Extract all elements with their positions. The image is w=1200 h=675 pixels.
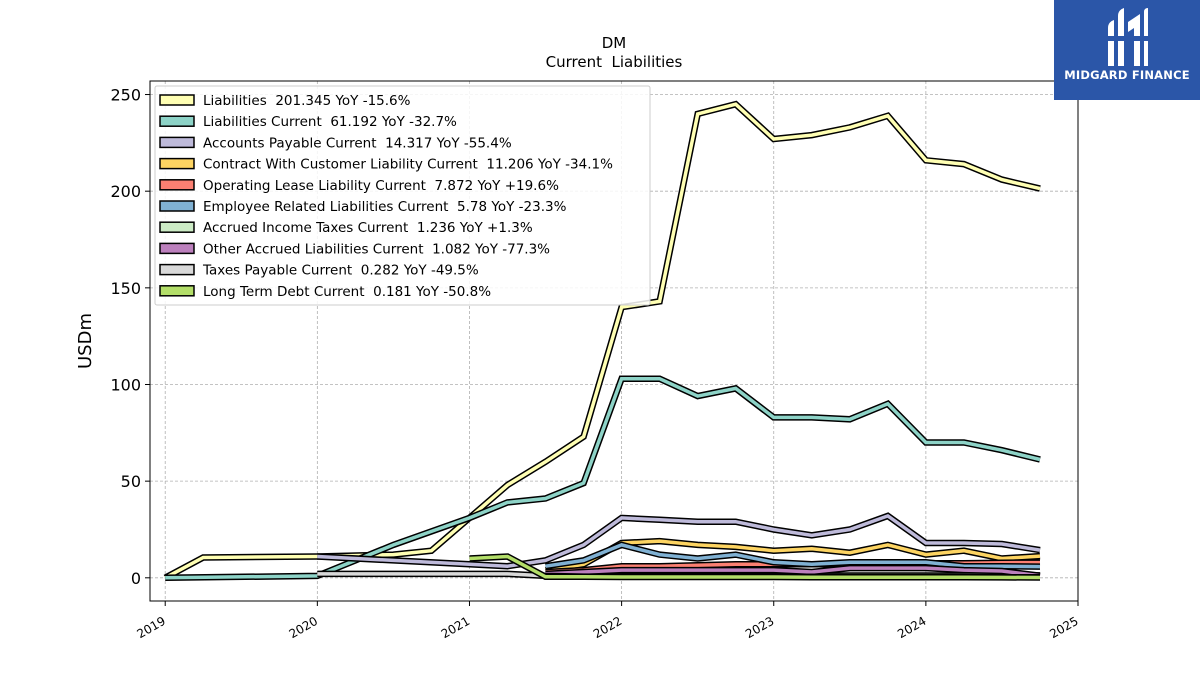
- legend-label: Long Term Debt Current 0.181 YoY -50.8%: [203, 284, 491, 300]
- legend-label: Other Accrued Liabilities Current 1.082 …: [203, 241, 550, 257]
- plot-frame: [149, 80, 1079, 602]
- legend-label: Liabilities 201.345 YoY -15.6%: [203, 93, 411, 109]
- series-4: [545, 537, 1041, 574]
- x-tick-label: 2023: [743, 614, 776, 641]
- series-6: [545, 541, 1041, 570]
- y-tick-label: 150: [110, 279, 141, 298]
- series-line: [165, 376, 1041, 580]
- brand-logo: MIDGARD FINANCE: [1054, 0, 1200, 100]
- y-axis-label: USDm: [75, 313, 96, 369]
- x-tick-label: 2021: [439, 614, 472, 641]
- legend-label: Employee Related Liabilities Current 5.7…: [203, 199, 567, 215]
- legend-swatch: [159, 179, 195, 191]
- y-tick-label: 200: [110, 182, 141, 201]
- legend-swatch: [159, 200, 195, 212]
- legend-swatch: [159, 285, 195, 297]
- legend-swatch: [159, 221, 195, 233]
- series-2: [165, 375, 1041, 582]
- logo-mark-icon: [1104, 8, 1150, 66]
- legend-label: Liabilities Current 61.192 YoY -32.7%: [203, 114, 457, 130]
- series-line: [545, 543, 1041, 569]
- y-tick-label: 250: [110, 86, 141, 105]
- series-8: [545, 564, 1041, 579]
- x-tick-label: 2020: [287, 614, 320, 641]
- series-1: [163, 100, 1041, 581]
- chart-subtitle: Current Liabilities: [546, 53, 683, 71]
- legend-swatch: [159, 94, 195, 106]
- legend-label: Operating Lease Liability Current 7.872 …: [203, 178, 559, 194]
- legend-swatch: [159, 157, 195, 170]
- x-tick-label: 2019: [134, 614, 167, 641]
- series-line: [545, 566, 1041, 578]
- legend-swatch: [159, 263, 195, 276]
- legend-label: Accrued Income Taxes Current 1.236 YoY +…: [203, 220, 533, 236]
- series-line: [164, 102, 1041, 580]
- legend-swatch: [159, 136, 195, 149]
- x-tick-label: 2022: [591, 614, 624, 641]
- legend: Liabilities 201.345 YoY -15.6% Liabilitie…: [154, 85, 651, 306]
- y-tick-label: 100: [110, 375, 141, 394]
- legend-swatch: [159, 242, 195, 255]
- chart-title: DM: [602, 34, 627, 52]
- series-3: [317, 512, 1041, 570]
- logo-text: MIDGARD FINANCE: [1064, 68, 1190, 82]
- series-line: [469, 554, 1041, 580]
- series-line: [317, 513, 1041, 568]
- y-tick-label: 0: [131, 569, 141, 588]
- series-line: [545, 539, 1041, 572]
- legend-box: [154, 85, 651, 306]
- x-tick-label: 2024: [895, 614, 928, 641]
- series-layer: [163, 100, 1041, 582]
- series-10: [469, 553, 1041, 581]
- legend-label: Taxes Payable Current 0.282 YoY -49.5%: [202, 263, 479, 279]
- x-tick-label: 2025: [1047, 614, 1080, 641]
- legend-swatch: [159, 115, 195, 127]
- y-tick-label: 50: [121, 472, 141, 491]
- legend-label: Contract With Customer Liability Current…: [203, 157, 613, 173]
- legend-label: Accounts Payable Current 14.317 YoY -55.…: [203, 135, 512, 151]
